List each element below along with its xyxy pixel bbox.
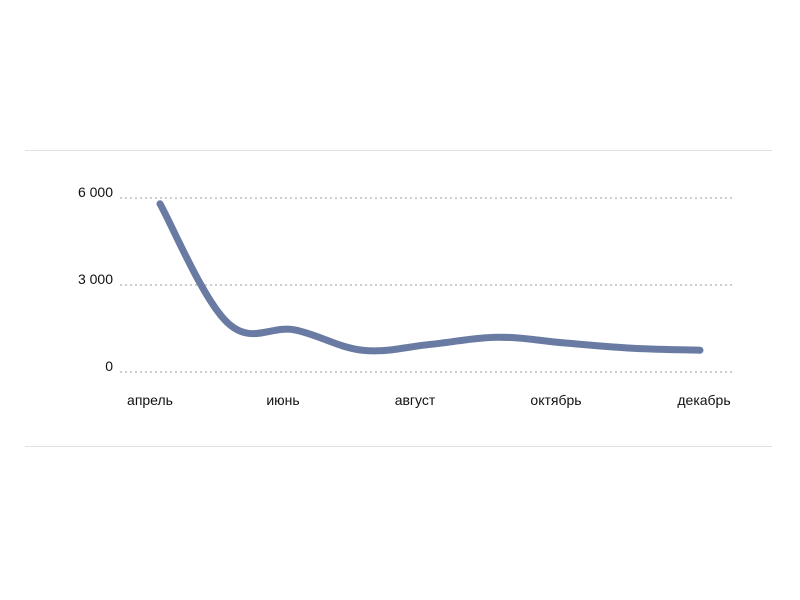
x-tick-label: декабрь (677, 392, 730, 408)
series-line (156, 200, 704, 355)
y-axis-ticks: 6 000 3 000 0 (78, 184, 113, 374)
top-divider (25, 150, 772, 151)
x-tick-label: август (395, 392, 436, 408)
y-tick-label: 6 000 (78, 184, 113, 200)
x-tick-label: октябрь (530, 392, 581, 408)
series-layer (156, 200, 704, 355)
x-tick-label: апрель (127, 392, 173, 408)
x-axis-ticks: апрель июнь август октябрь декабрь (127, 392, 731, 408)
y-tick-label: 0 (105, 358, 113, 374)
y-tick-label: 3 000 (78, 271, 113, 287)
bottom-divider (25, 446, 772, 447)
x-tick-label: июнь (266, 392, 299, 408)
